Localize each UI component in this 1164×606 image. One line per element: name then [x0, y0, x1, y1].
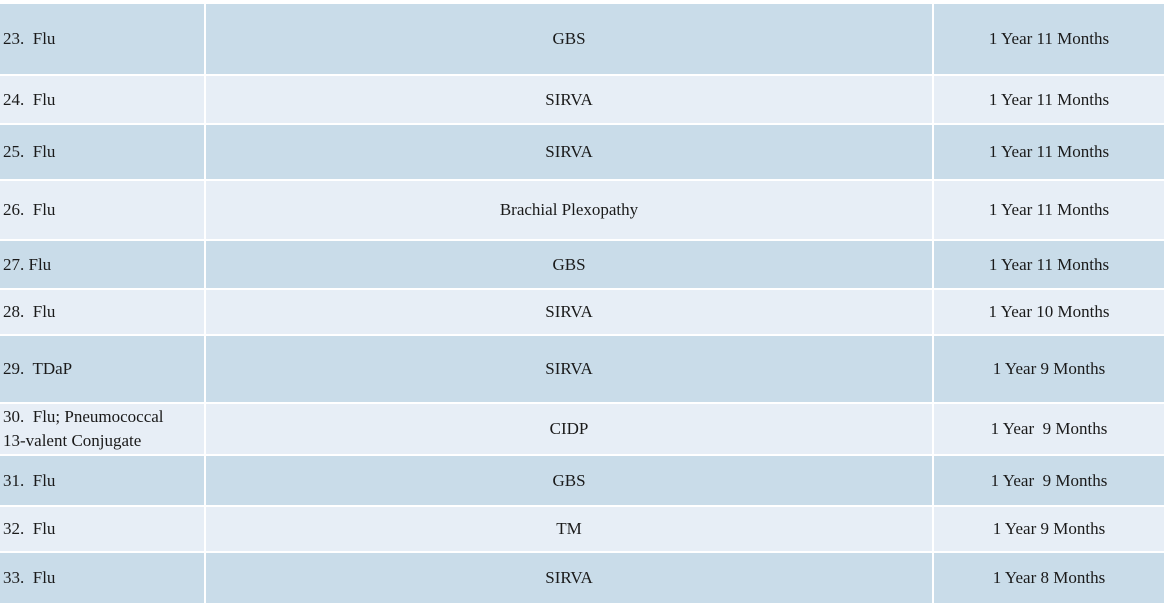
- vaccine-cell: 27. Flu: [0, 241, 204, 288]
- injury-cell: SIRVA: [206, 290, 932, 334]
- table-row: 29. TDaP SIRVA 1 Year 9 Months: [0, 336, 1164, 402]
- vaccine-cell: 26. Flu: [0, 181, 204, 239]
- injury-cell: SIRVA: [206, 125, 932, 179]
- time-cell: 1 Year 9 Months: [934, 336, 1164, 402]
- table-row: 26. Flu Brachial Plexopathy 1 Year 11 Mo…: [0, 181, 1164, 239]
- vaccine-cell: 33. Flu: [0, 553, 204, 603]
- time-cell: 1 Year 11 Months: [934, 181, 1164, 239]
- table-row: 30. Flu; Pneumococcal 13-valent Conjugat…: [0, 404, 1164, 454]
- time-cell: 1 Year 11 Months: [934, 4, 1164, 74]
- vaccine-cell: 29. TDaP: [0, 336, 204, 402]
- table-row: 27. Flu GBS 1 Year 11 Months: [0, 241, 1164, 288]
- time-cell: 1 Year 9 Months: [934, 404, 1164, 454]
- table-row: 23. Flu GBS 1 Year 11 Months: [0, 4, 1164, 74]
- vaccine-cell: 31. Flu: [0, 456, 204, 505]
- vaccine-cell: 30. Flu; Pneumococcal 13-valent Conjugat…: [0, 404, 204, 454]
- time-cell: 1 Year 11 Months: [934, 125, 1164, 179]
- injury-cell: TM: [206, 507, 932, 551]
- injury-cell: CIDP: [206, 404, 932, 454]
- time-cell: 1 Year 9 Months: [934, 507, 1164, 551]
- vaccine-cell: 23. Flu: [0, 4, 204, 74]
- table-row: 25. Flu SIRVA 1 Year 11 Months: [0, 125, 1164, 179]
- injury-cell: Brachial Plexopathy: [206, 181, 932, 239]
- injury-cell: GBS: [206, 4, 932, 74]
- vaccine-cell: 32. Flu: [0, 507, 204, 551]
- table-row: 31. Flu GBS 1 Year 9 Months: [0, 456, 1164, 505]
- time-cell: 1 Year 11 Months: [934, 241, 1164, 288]
- time-cell: 1 Year 9 Months: [934, 456, 1164, 505]
- injury-cell: GBS: [206, 241, 932, 288]
- table-row: 24. Flu SIRVA 1 Year 11 Months: [0, 76, 1164, 123]
- table-row: 33. Flu SIRVA 1 Year 8 Months: [0, 553, 1164, 603]
- time-cell: 1 Year 11 Months: [934, 76, 1164, 123]
- vaccine-cell: 25. Flu: [0, 125, 204, 179]
- injury-cell: SIRVA: [206, 336, 932, 402]
- injury-cell: SIRVA: [206, 553, 932, 603]
- table-row: 32. Flu TM 1 Year 9 Months: [0, 507, 1164, 551]
- time-cell: 1 Year 10 Months: [934, 290, 1164, 334]
- table-row: 28. Flu SIRVA 1 Year 10 Months: [0, 290, 1164, 334]
- injury-cell: GBS: [206, 456, 932, 505]
- vaccine-cell: 28. Flu: [0, 290, 204, 334]
- vaccine-cell: 24. Flu: [0, 76, 204, 123]
- time-cell: 1 Year 8 Months: [934, 553, 1164, 603]
- injury-cell: SIRVA: [206, 76, 932, 123]
